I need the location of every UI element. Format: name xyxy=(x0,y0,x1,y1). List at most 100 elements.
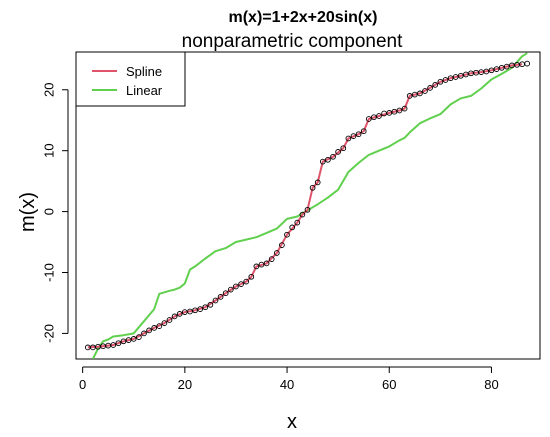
data-point xyxy=(146,327,152,334)
data-point xyxy=(227,286,234,293)
data-point xyxy=(524,60,531,67)
legend-label-linear: Linear xyxy=(126,83,163,98)
data-point xyxy=(447,75,454,82)
data-point xyxy=(284,231,290,238)
data-point xyxy=(488,67,495,74)
data-point xyxy=(238,281,244,287)
data-point xyxy=(427,85,433,91)
data-point xyxy=(417,90,423,97)
data-point xyxy=(156,323,163,329)
data-point xyxy=(376,113,382,119)
data-point xyxy=(463,71,469,78)
data-point xyxy=(161,320,168,326)
data-point xyxy=(279,242,285,248)
data-point xyxy=(391,108,398,115)
data-point xyxy=(294,219,301,226)
data-point xyxy=(386,110,393,116)
data-point xyxy=(345,135,352,142)
x-axis: 0 20 40 60 80 xyxy=(79,366,499,392)
data-point xyxy=(304,206,311,213)
legend-box xyxy=(75,51,186,107)
data-point xyxy=(181,309,188,315)
data-point xyxy=(503,63,510,70)
data-point xyxy=(248,273,255,280)
chart-title: m(x)=1+2x+20sin(x) xyxy=(229,9,378,26)
data-point xyxy=(360,128,367,135)
y-tick-label: 0 xyxy=(41,208,56,215)
data-point xyxy=(222,290,229,297)
data-point xyxy=(406,93,413,99)
data-point xyxy=(217,294,224,300)
data-point xyxy=(125,337,132,343)
data-point xyxy=(325,156,331,163)
data-point xyxy=(187,308,193,315)
data-point xyxy=(166,317,173,323)
data-point xyxy=(258,261,265,268)
y-tick-label: -20 xyxy=(41,324,56,343)
x-tick-label: 40 xyxy=(280,377,294,392)
data-point xyxy=(437,78,444,85)
series-line-spline xyxy=(87,63,523,349)
x-tick-label: 60 xyxy=(382,377,396,392)
data-point xyxy=(268,256,275,262)
chart-subtitle: nonparametric component xyxy=(182,31,403,52)
data-point xyxy=(401,105,408,112)
data-point xyxy=(483,68,490,75)
data-point xyxy=(273,250,280,256)
x-axis-label: x xyxy=(287,411,297,433)
data-point xyxy=(314,179,321,186)
legend: Spline Linear xyxy=(75,51,186,107)
data-point xyxy=(253,263,260,270)
data-point xyxy=(299,211,306,218)
data-point xyxy=(151,325,158,331)
data-point xyxy=(141,330,147,337)
data-point xyxy=(340,145,347,152)
data-point xyxy=(350,133,357,139)
y-tick-label: 20 xyxy=(41,83,56,97)
data-point xyxy=(289,224,296,231)
y-axis-label: m(x) xyxy=(17,192,39,232)
data-point xyxy=(171,313,178,320)
data-point xyxy=(457,72,464,79)
data-point xyxy=(130,336,137,342)
data-point xyxy=(330,153,336,160)
data-point xyxy=(493,66,500,72)
data-points xyxy=(84,60,531,351)
data-point xyxy=(207,301,214,308)
data-point xyxy=(396,107,403,114)
data-point xyxy=(335,149,341,155)
y-axis: -20 -10 0 10 20 xyxy=(41,83,69,343)
data-point xyxy=(309,184,316,191)
data-point xyxy=(202,304,209,311)
data-point xyxy=(176,311,183,317)
data-point xyxy=(371,114,377,121)
data-point xyxy=(212,297,219,304)
legend-label-spline: Spline xyxy=(126,64,162,79)
data-point xyxy=(422,88,428,94)
data-point xyxy=(243,278,250,285)
data-point xyxy=(319,158,326,165)
x-tick-label: 80 xyxy=(484,377,498,392)
data-point xyxy=(110,342,117,348)
data-point xyxy=(452,74,459,80)
data-point xyxy=(355,131,362,138)
data-point xyxy=(411,91,418,98)
y-tick-label: 10 xyxy=(41,143,56,157)
data-point xyxy=(120,338,127,345)
data-point xyxy=(381,110,387,117)
data-point xyxy=(442,77,449,83)
data-point xyxy=(233,283,239,290)
data-point xyxy=(498,64,505,71)
data-point xyxy=(136,334,142,340)
data-point xyxy=(432,82,439,88)
data-point xyxy=(365,116,372,122)
y-tick-label: -10 xyxy=(41,263,56,282)
data-point xyxy=(115,340,122,347)
data-point xyxy=(197,306,204,312)
series-lines xyxy=(87,52,528,359)
x-tick-label: 20 xyxy=(178,377,192,392)
series-line-linear xyxy=(92,52,528,359)
x-tick-label: 0 xyxy=(79,377,86,392)
plot-frame xyxy=(75,51,541,360)
